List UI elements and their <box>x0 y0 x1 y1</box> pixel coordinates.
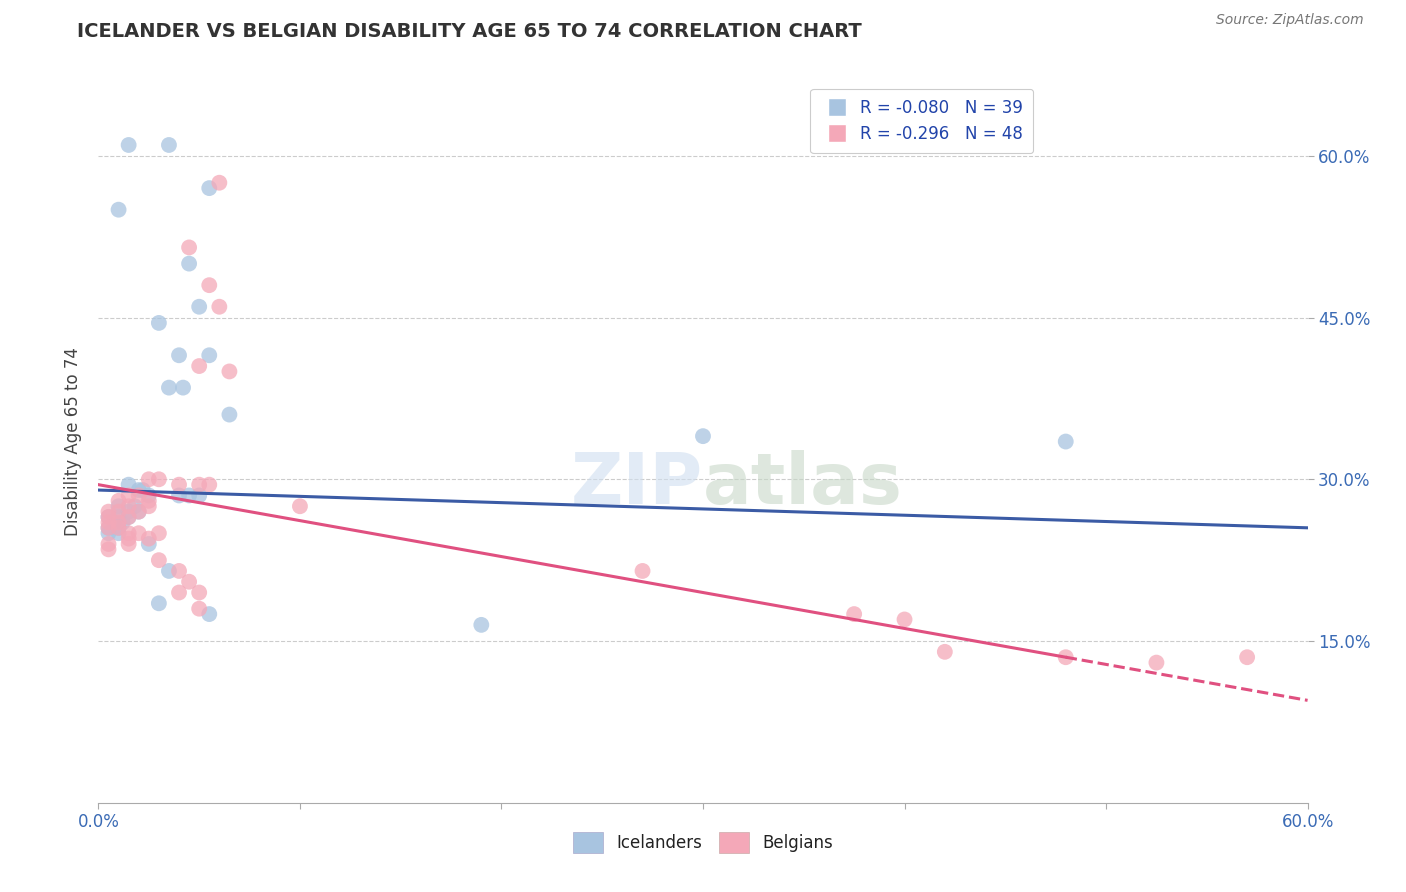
Point <box>97 521 120 535</box>
Point <box>198 278 221 293</box>
Point <box>97 537 120 551</box>
Point <box>97 516 120 530</box>
Point <box>1236 650 1258 665</box>
Text: ZIP: ZIP <box>571 450 703 519</box>
Text: atlas: atlas <box>703 450 903 519</box>
Point <box>107 510 129 524</box>
Text: Source: ZipAtlas.com: Source: ZipAtlas.com <box>1216 13 1364 28</box>
Point <box>1146 656 1168 670</box>
Point <box>107 526 129 541</box>
Point <box>934 645 956 659</box>
Point <box>138 493 160 508</box>
Point <box>167 585 190 599</box>
Point <box>107 521 129 535</box>
Point <box>188 488 211 502</box>
Point <box>1054 434 1077 449</box>
Point <box>107 516 129 530</box>
Point <box>107 505 129 519</box>
Point <box>118 510 141 524</box>
Point <box>128 488 150 502</box>
Point <box>188 601 211 615</box>
Point <box>97 542 120 557</box>
Point <box>107 202 129 217</box>
Point <box>470 618 492 632</box>
Point <box>97 521 120 535</box>
Point <box>148 316 170 330</box>
Point <box>167 348 190 362</box>
Point <box>692 429 714 443</box>
Text: ICELANDER VS BELGIAN DISABILITY AGE 65 TO 74 CORRELATION CHART: ICELANDER VS BELGIAN DISABILITY AGE 65 T… <box>77 22 862 41</box>
Point <box>118 500 141 514</box>
Point <box>128 483 150 497</box>
Point <box>179 488 201 502</box>
Point <box>107 500 129 514</box>
Point <box>188 359 211 373</box>
Point <box>118 537 141 551</box>
Point <box>157 381 180 395</box>
Point <box>198 348 221 362</box>
Point <box>157 138 180 153</box>
Point <box>844 607 866 621</box>
Point <box>179 240 201 254</box>
Point <box>138 537 160 551</box>
Point <box>218 408 240 422</box>
Point <box>188 477 211 491</box>
Point <box>118 477 141 491</box>
Point <box>138 500 160 514</box>
Point <box>128 526 150 541</box>
Point <box>103 516 125 530</box>
Point <box>198 607 221 621</box>
Point <box>148 553 170 567</box>
Point <box>179 574 201 589</box>
Point <box>288 500 311 514</box>
Point <box>118 532 141 546</box>
Point <box>208 300 231 314</box>
Point <box>198 181 221 195</box>
Point <box>138 472 160 486</box>
Point <box>179 257 201 271</box>
Y-axis label: Disability Age 65 to 74: Disability Age 65 to 74 <box>65 347 83 536</box>
Point <box>157 564 180 578</box>
Legend: Icelanders, Belgians: Icelanders, Belgians <box>567 826 839 860</box>
Point <box>148 596 170 610</box>
Point <box>97 505 120 519</box>
Point <box>138 488 160 502</box>
Point <box>208 176 231 190</box>
Point <box>111 516 134 530</box>
Point <box>188 300 211 314</box>
Point <box>118 138 141 153</box>
Point <box>118 510 141 524</box>
Point <box>167 477 190 491</box>
Point <box>198 477 221 491</box>
Point <box>167 564 190 578</box>
Point <box>97 526 120 541</box>
Point <box>631 564 654 578</box>
Point <box>188 585 211 599</box>
Point <box>128 505 150 519</box>
Point <box>128 505 150 519</box>
Point <box>118 505 141 519</box>
Point <box>107 521 129 535</box>
Point <box>118 488 141 502</box>
Point <box>1054 650 1077 665</box>
Point <box>124 500 146 514</box>
Point <box>148 526 170 541</box>
Point <box>167 488 190 502</box>
Point <box>118 526 141 541</box>
Point <box>172 381 194 395</box>
Point <box>97 510 120 524</box>
Point <box>148 472 170 486</box>
Point <box>138 532 160 546</box>
Point <box>132 483 155 497</box>
Point <box>893 612 915 626</box>
Point <box>107 493 129 508</box>
Point <box>218 364 240 378</box>
Point <box>97 510 120 524</box>
